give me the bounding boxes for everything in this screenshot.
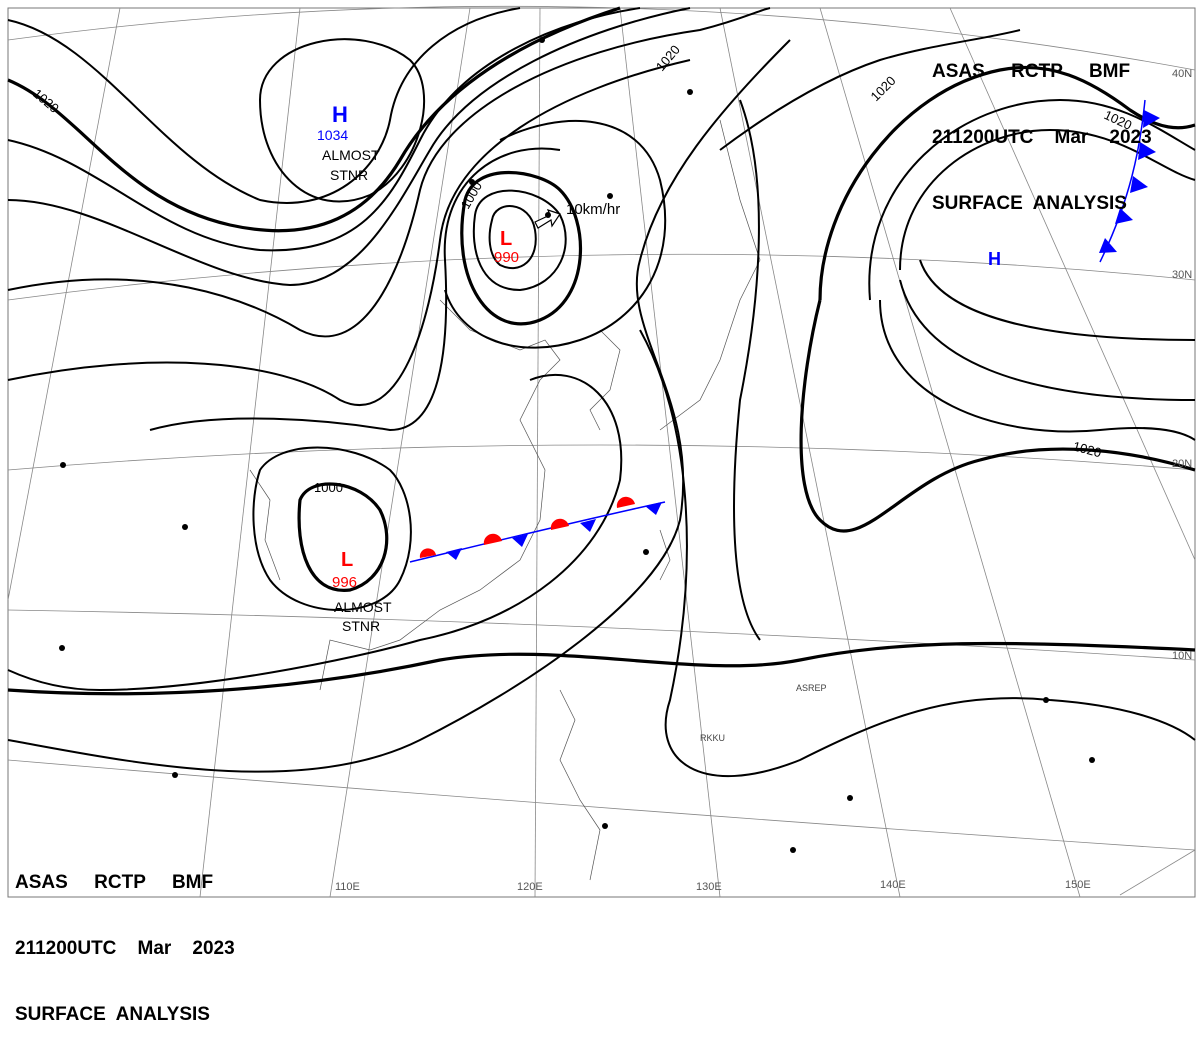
- cold-front-symbol: [645, 502, 662, 515]
- header-bottom-left: ASAS RCTP BMF 211200UTC Mar 2023 SURFACE…: [15, 828, 235, 1048]
- station-label: ASREP: [796, 683, 827, 693]
- movement-note: STNR: [342, 618, 380, 634]
- map-frame: [7, 7, 1196, 898]
- isobar-label: 1020: [1071, 438, 1103, 460]
- station-markers: [59, 37, 1095, 853]
- header-top-right: ASAS RCTP BMF 211200UTC Mar 2023 SURFACE…: [932, 17, 1152, 237]
- low-center-symbol: L: [341, 549, 353, 571]
- isobar-label: 1000: [314, 480, 343, 495]
- warm-front-symbol: [550, 518, 569, 530]
- header-line: 211200UTC Mar 2023: [15, 938, 235, 959]
- cold-front-symbol: [446, 548, 462, 560]
- isobar-label: 1020: [868, 73, 899, 104]
- low-center-value: 996: [332, 574, 357, 591]
- movement-note: ALMOST: [322, 147, 380, 163]
- header-line: SURFACE ANALYSIS: [15, 1004, 210, 1025]
- coastlines: [249, 119, 761, 881]
- lon-label: 140E: [880, 879, 906, 891]
- graticule: [7, 5, 1196, 898]
- high-center-symbol: H: [332, 102, 348, 127]
- header-line: ASAS RCTP BMF: [15, 872, 214, 893]
- cold-front: [1099, 99, 1160, 263]
- cold-front-symbol: [580, 519, 596, 532]
- low-center-symbol: L: [500, 228, 512, 250]
- movement-note: ALMOST: [334, 599, 392, 615]
- low-center-value: 990: [494, 249, 519, 266]
- stationary-front: [409, 496, 666, 563]
- warm-front-symbol: [616, 496, 635, 508]
- header-line: SURFACE ANALYSIS: [932, 193, 1127, 214]
- lon-label: 120E: [517, 881, 543, 893]
- lat-label: 30N: [1172, 269, 1192, 281]
- isobar-label: 1020: [653, 42, 683, 74]
- station-label: RKKU: [700, 733, 725, 743]
- cold-front-symbol: [512, 534, 528, 547]
- warm-front-symbol: [419, 548, 436, 558]
- warm-front-symbol: [483, 533, 502, 545]
- weather-map: 1020 1020 1020 1020 1020 1000 1000 H 103…: [7, 5, 1196, 898]
- high-center-value: 1034: [317, 127, 348, 143]
- lon-label: 150E: [1065, 879, 1091, 891]
- header-line: ASAS RCTP BMF: [932, 61, 1131, 82]
- lat-label: 10N: [1172, 650, 1192, 662]
- header-line: 211200UTC Mar 2023: [932, 127, 1152, 148]
- movement-note: STNR: [330, 167, 368, 183]
- isobars: [7, 6, 1196, 777]
- lon-label: 110E: [335, 881, 360, 893]
- lat-label: 20N: [1172, 458, 1192, 470]
- movement-speed: 10km/hr: [566, 201, 620, 218]
- lat-label: 40N: [1172, 68, 1192, 80]
- high-center-symbol: H: [988, 249, 1001, 269]
- lon-label: 130E: [696, 881, 722, 893]
